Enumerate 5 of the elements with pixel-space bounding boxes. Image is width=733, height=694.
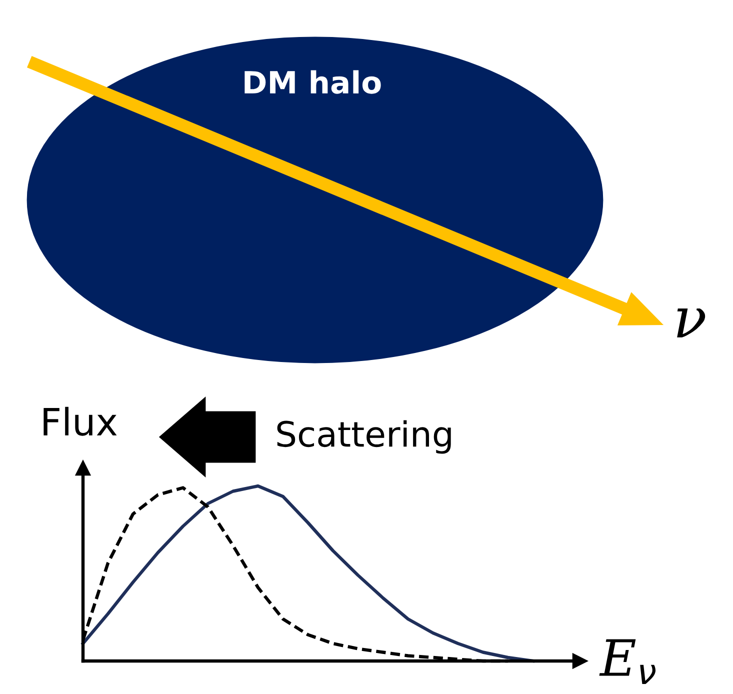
x-axis-title: E$_{ν}$	[599, 639, 656, 684]
text: DM halo	[244, 70, 381, 94]
text: ν	[677, 308, 706, 338]
y-axis-title: Flux	[44, 406, 117, 436]
text: Scattering	[277, 420, 451, 454]
